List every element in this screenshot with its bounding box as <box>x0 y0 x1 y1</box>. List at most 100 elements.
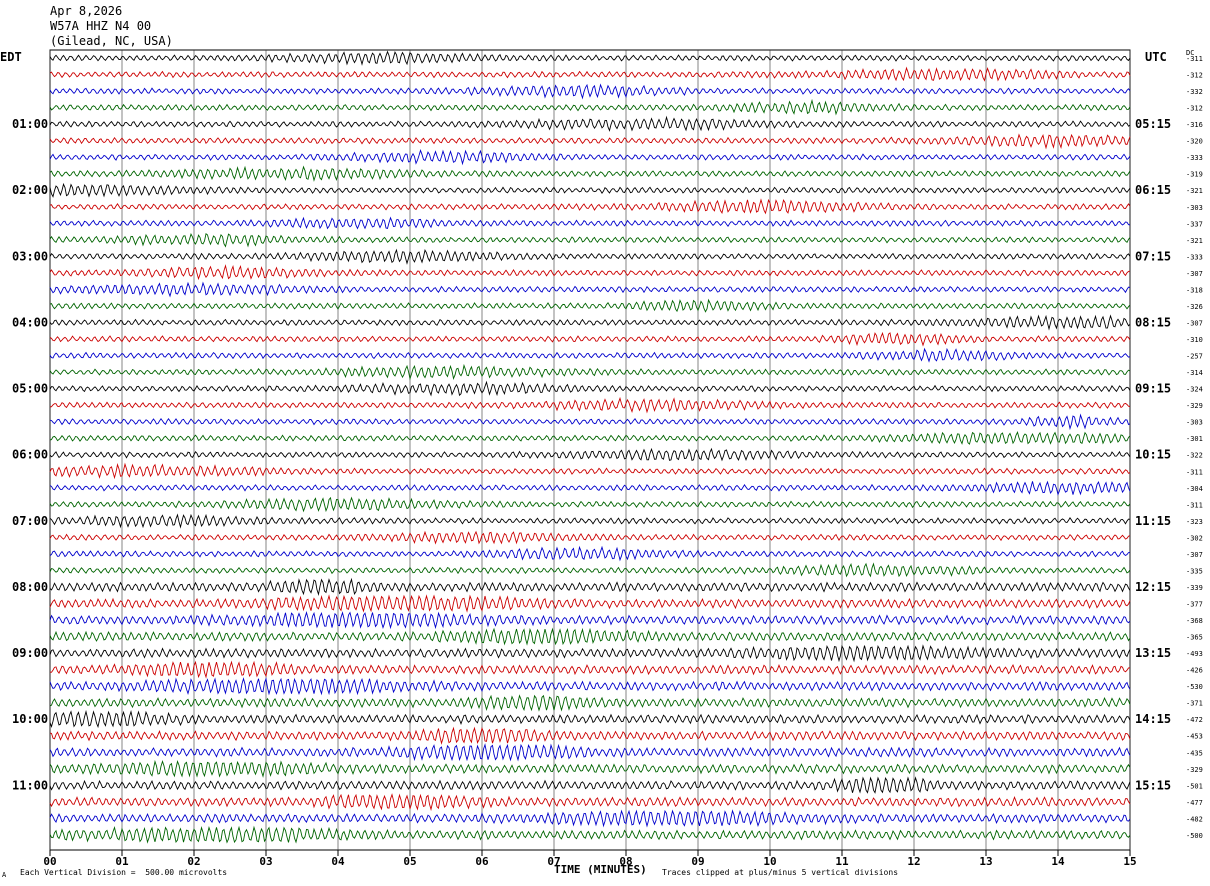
scale-note: Each Vertical Division = 500.00 microvol… <box>20 868 228 877</box>
seismic-trace <box>49 480 1131 496</box>
left-hour-label: 05:00 <box>12 382 48 396</box>
dc-offset-label: -337 <box>1186 220 1203 228</box>
dc-offset-label: -477 <box>1186 799 1203 807</box>
seismic-trace <box>49 281 1131 298</box>
x-tick-label: 14 <box>1051 855 1065 868</box>
x-tick-label: 03 <box>259 855 272 868</box>
seismic-trace <box>49 133 1131 150</box>
right-hour-label: 15:15 <box>1135 778 1171 792</box>
dc-offset-label: -312 <box>1186 105 1203 113</box>
seismic-trace <box>49 431 1131 445</box>
seismic-trace <box>49 793 1131 812</box>
dc-offset-label: -426 <box>1186 667 1203 675</box>
seismic-trace <box>49 726 1131 745</box>
seismic-trace <box>49 562 1131 578</box>
dc-offset-label: -530 <box>1186 683 1203 691</box>
dc-offset-label: -310 <box>1186 336 1203 344</box>
seismic-trace <box>49 447 1131 462</box>
seismic-trace <box>49 462 1131 480</box>
right-hour-label: 08:15 <box>1135 315 1171 329</box>
dc-offset-label: -303 <box>1186 419 1203 427</box>
dc-offset-label: -322 <box>1186 452 1203 460</box>
dc-offset-label: -332 <box>1186 88 1203 96</box>
left-timezone-label: EDT <box>0 50 22 64</box>
seismic-trace <box>49 577 1131 597</box>
x-tick-label: 05 <box>403 855 416 868</box>
seismic-trace <box>49 644 1131 663</box>
x-tick-label: 04 <box>331 855 345 868</box>
seismic-trace <box>49 610 1131 630</box>
dc-offset-label: -307 <box>1186 551 1203 559</box>
x-tick-label: 01 <box>115 855 129 868</box>
x-axis-title: TIME (MINUTES) <box>554 863 647 876</box>
dc-offset-label: -501 <box>1186 782 1203 790</box>
corner-mark: A <box>2 871 7 879</box>
seismic-trace <box>49 264 1131 281</box>
seismic-trace <box>49 594 1131 613</box>
right-hour-label: 07:15 <box>1135 249 1171 263</box>
right-hour-label: 12:15 <box>1135 580 1171 594</box>
seismic-trace <box>49 627 1131 646</box>
dc-offset-label: -339 <box>1186 584 1203 592</box>
seismic-trace <box>49 50 1131 66</box>
dc-offset-label: -307 <box>1186 319 1203 327</box>
seismic-trace <box>49 232 1131 248</box>
x-tick-label: 00 <box>43 855 56 868</box>
dc-offset-label: -365 <box>1186 634 1203 642</box>
dc-offset-label: -335 <box>1186 567 1203 575</box>
dc-offset-label: -333 <box>1186 253 1203 261</box>
dc-offset-label: -314 <box>1186 369 1203 377</box>
seismic-trace <box>49 809 1131 828</box>
plot-frame <box>49 49 1131 851</box>
left-hour-label: 09:00 <box>12 646 48 660</box>
seismic-trace <box>49 182 1131 198</box>
dc-offset-label: -482 <box>1186 815 1203 823</box>
dc-offset-label: -319 <box>1186 171 1203 179</box>
left-hour-label: 07:00 <box>12 514 48 528</box>
right-hour-label: 09:15 <box>1135 382 1171 396</box>
x-tick-label: 10 <box>763 855 776 868</box>
dc-offset-label: -318 <box>1186 286 1203 294</box>
seismic-trace <box>49 115 1131 132</box>
seismic-trace <box>49 759 1131 778</box>
left-hour-label: 06:00 <box>12 448 48 462</box>
clip-note: Traces clipped at plus/minus 5 vertical … <box>662 868 899 877</box>
station-location: (Gilead, NC, USA) <box>50 34 173 48</box>
left-hour-label: 02:00 <box>12 183 48 197</box>
x-tick-label: 12 <box>907 855 920 868</box>
seismic-trace <box>49 825 1131 844</box>
station-code: W57A HHZ N4 00 <box>50 19 152 33</box>
right-hour-label: 13:15 <box>1135 646 1171 660</box>
x-tick-label: 07 <box>547 855 560 868</box>
dc-offset-label: -321 <box>1186 187 1203 195</box>
dc-offset-label: -257 <box>1186 353 1203 361</box>
seismic-trace <box>49 66 1131 82</box>
plot-date: Apr 8,2026 <box>50 4 123 18</box>
right-hour-label: 11:15 <box>1135 514 1171 528</box>
dc-offset-label: -301 <box>1186 435 1203 443</box>
seismic-trace <box>49 380 1131 397</box>
dc-offset-label: -333 <box>1186 154 1203 162</box>
seismic-trace <box>49 660 1131 679</box>
seismic-trace <box>49 776 1131 794</box>
dc-offset-label: -472 <box>1186 716 1203 724</box>
dc-offset-label: -316 <box>1186 121 1203 129</box>
seismic-trace <box>49 743 1131 762</box>
seismic-trace <box>49 198 1131 215</box>
seismic-trace <box>49 413 1131 431</box>
dc-offset-label: -311 <box>1186 501 1203 509</box>
left-hour-label: 04:00 <box>12 315 48 329</box>
seismic-trace <box>49 694 1131 712</box>
dc-offset-label: -500 <box>1186 832 1203 840</box>
dc-offset-label: -329 <box>1186 766 1203 774</box>
seismic-trace <box>49 248 1131 265</box>
seismic-trace <box>49 496 1131 513</box>
seismic-trace <box>49 314 1131 331</box>
seismic-trace <box>49 216 1131 230</box>
left-hour-label: 08:00 <box>12 580 48 594</box>
seismic-trace <box>49 149 1131 166</box>
seismic-trace <box>49 165 1131 182</box>
dc-offset-label: -493 <box>1186 650 1203 658</box>
dc-offset-label: -307 <box>1186 270 1203 278</box>
